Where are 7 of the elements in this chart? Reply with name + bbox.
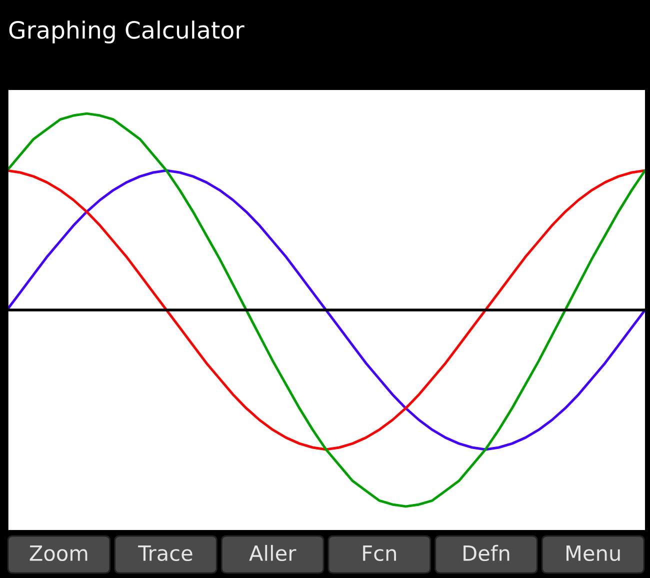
text: Zoom: [30, 546, 88, 562]
text: Aller: [249, 544, 296, 562]
text: Fcn: [363, 546, 396, 562]
text: Defn: [464, 544, 510, 562]
text: Trace: [138, 546, 192, 562]
text: Menu: [566, 546, 620, 562]
chart-title: Graphing Calculator: [9, 20, 244, 44]
